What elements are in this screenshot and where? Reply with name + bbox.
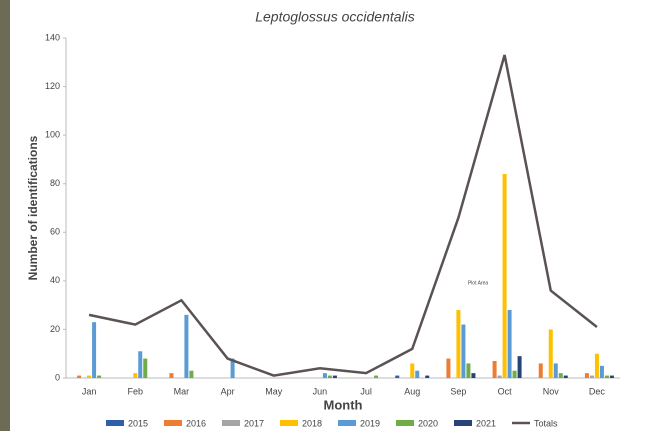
bar <box>77 375 82 378</box>
photo-edge <box>0 0 10 431</box>
bar <box>133 373 138 378</box>
legend-swatch <box>164 420 182 426</box>
legend-swatch <box>454 420 472 426</box>
bar <box>553 363 558 378</box>
bar <box>395 375 400 378</box>
legend-label: Totals <box>534 418 558 428</box>
legend-label: 2019 <box>360 418 380 428</box>
x-tick-label: Aug <box>404 386 420 396</box>
bar <box>327 375 332 378</box>
x-tick-label: Dec <box>589 386 606 396</box>
bar <box>189 370 194 378</box>
bar <box>425 375 430 378</box>
x-tick-label: Jan <box>82 386 97 396</box>
y-tick-label: 100 <box>45 130 60 140</box>
bar <box>169 373 174 378</box>
bar <box>512 370 517 378</box>
bar <box>492 361 497 378</box>
bar <box>589 375 594 378</box>
bar <box>558 373 563 378</box>
legend-swatch <box>338 420 356 426</box>
x-tick-label: May <box>265 386 283 396</box>
legend-swatch <box>280 420 298 426</box>
bar <box>87 375 92 378</box>
x-tick-label: Nov <box>543 386 560 396</box>
x-tick-label: Feb <box>127 386 143 396</box>
x-tick-label: Sep <box>450 386 466 396</box>
bar <box>471 373 476 378</box>
bar <box>502 174 507 378</box>
bar <box>461 324 466 378</box>
legend-label: 2016 <box>186 418 206 428</box>
x-tick-label: Oct <box>498 386 513 396</box>
bar <box>609 375 614 378</box>
legend-swatch <box>222 420 240 426</box>
legend-swatch <box>106 420 124 426</box>
bar <box>548 329 553 378</box>
bar <box>446 358 451 378</box>
x-tick-label: Jun <box>313 386 328 396</box>
x-tick-label: Jul <box>360 386 372 396</box>
y-tick-label: 0 <box>55 372 60 382</box>
legend-label: 2020 <box>418 418 438 428</box>
line <box>88 54 598 377</box>
bar <box>594 353 599 378</box>
bar <box>92 322 97 378</box>
chart-title: Leptoglossus occidentalis <box>255 9 415 25</box>
bar <box>466 363 471 378</box>
bar <box>332 375 337 378</box>
y-tick-label: 120 <box>45 81 60 91</box>
x-axis-label: Month <box>324 397 363 412</box>
legend-swatch <box>396 420 414 426</box>
bar <box>604 375 609 378</box>
y-tick-label: 60 <box>50 227 60 237</box>
bar <box>507 310 512 378</box>
bar <box>497 375 502 378</box>
x-tick-label: Mar <box>174 386 190 396</box>
x-tick-label: Apr <box>221 386 235 396</box>
y-tick-label: 20 <box>50 324 60 334</box>
y-tick-label: 140 <box>45 32 60 42</box>
y-tick-label: 80 <box>50 178 60 188</box>
bar <box>138 351 143 378</box>
bar <box>563 375 568 378</box>
bar <box>184 314 189 378</box>
legend-label: 2017 <box>244 418 264 428</box>
bar <box>517 356 522 378</box>
bar <box>456 310 461 378</box>
bar <box>230 358 235 378</box>
legend-label: 2018 <box>302 418 322 428</box>
bar <box>374 375 379 378</box>
legend-label: 2021 <box>476 418 496 428</box>
bar <box>538 363 543 378</box>
y-axis-label: Number of identifications <box>26 135 40 280</box>
plot-area-tooltip: Plot Area <box>468 280 489 286</box>
bar <box>584 373 589 378</box>
bar <box>322 373 327 378</box>
bar <box>410 363 415 378</box>
bar <box>143 358 148 378</box>
y-tick-label: 40 <box>50 275 60 285</box>
bar <box>599 365 604 378</box>
bar <box>97 375 102 378</box>
bar <box>415 370 420 378</box>
legend-label: 2015 <box>128 418 148 428</box>
